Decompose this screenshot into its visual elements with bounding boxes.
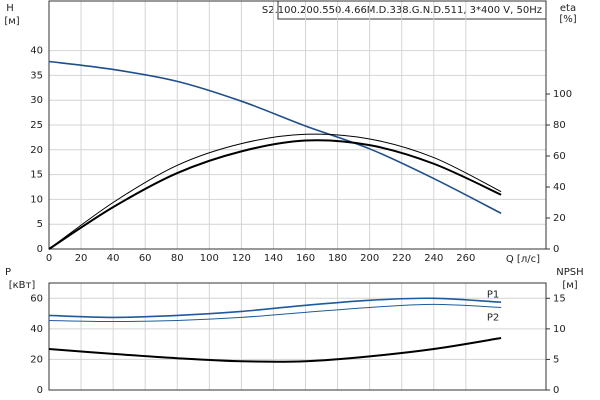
y2-tick-label: 10 [553, 324, 566, 335]
x-tick-label: 0 [46, 253, 52, 264]
x-tick-label: 20 [75, 253, 88, 264]
y-tick-label: 40 [30, 46, 43, 57]
plot-frame [48, 282, 547, 391]
x-tick-label: 140 [264, 253, 283, 264]
y-unit: [кВт] [9, 280, 36, 291]
x-label: Q [л/с] [506, 254, 540, 265]
y2-tick-label: 40 [553, 182, 566, 193]
x-tick-label: 220 [392, 253, 411, 264]
y-tick-label: 0 [37, 244, 43, 255]
x-tick-label: 260 [456, 253, 475, 264]
y2-tick-label: 5 [553, 354, 559, 365]
curve [48, 337, 502, 363]
y-tick-label: 20 [30, 145, 43, 156]
y2-unit: [м] [562, 280, 577, 291]
y-tick-label: 40 [30, 324, 43, 335]
y-tick-label: 0 [37, 385, 43, 396]
x-tick-label: 160 [296, 253, 315, 264]
x-tick-label: 40 [107, 253, 120, 264]
legend-label: P1 [487, 289, 499, 300]
y2-tick-label: 100 [553, 89, 572, 100]
x-tick-label: 240 [424, 253, 443, 264]
curve [48, 303, 502, 323]
curve [48, 139, 502, 250]
plot-frame [48, 0, 547, 250]
y2-unit: [%] [559, 14, 576, 25]
y-tick-label: 35 [30, 70, 43, 81]
y-tick-label: 10 [30, 194, 43, 205]
x-tick-label: 120 [232, 253, 251, 264]
x-tick-label: 80 [171, 253, 184, 264]
y-tick-label: 20 [30, 354, 43, 365]
y-tick-label: 25 [30, 120, 43, 131]
y2-label: eta [560, 3, 576, 14]
y2-tick-label: 20 [553, 213, 566, 224]
legend-label: P2 [487, 312, 499, 323]
y2-label: NPSH [556, 267, 583, 278]
y-tick-label: 60 [30, 293, 43, 304]
y-label: P [5, 267, 11, 278]
curve [48, 133, 502, 250]
y-tick-label: 30 [30, 95, 43, 106]
x-tick-label: 100 [200, 253, 219, 264]
x-tick-label: 180 [328, 253, 347, 264]
y2-tick-label: 0 [553, 385, 559, 396]
curve [48, 60, 502, 214]
y2-tick-label: 80 [553, 120, 566, 131]
y2-tick-label: 60 [553, 151, 566, 162]
y-label: H [6, 3, 14, 14]
y-tick-label: 5 [37, 219, 43, 230]
curve [48, 297, 502, 319]
y2-tick-label: 0 [553, 244, 559, 255]
y2-tick-label: 15 [553, 293, 566, 304]
y-tick-label: 15 [30, 170, 43, 181]
y-unit: [м] [4, 16, 19, 27]
x-tick-label: 60 [139, 253, 152, 264]
x-tick-label: 200 [360, 253, 379, 264]
